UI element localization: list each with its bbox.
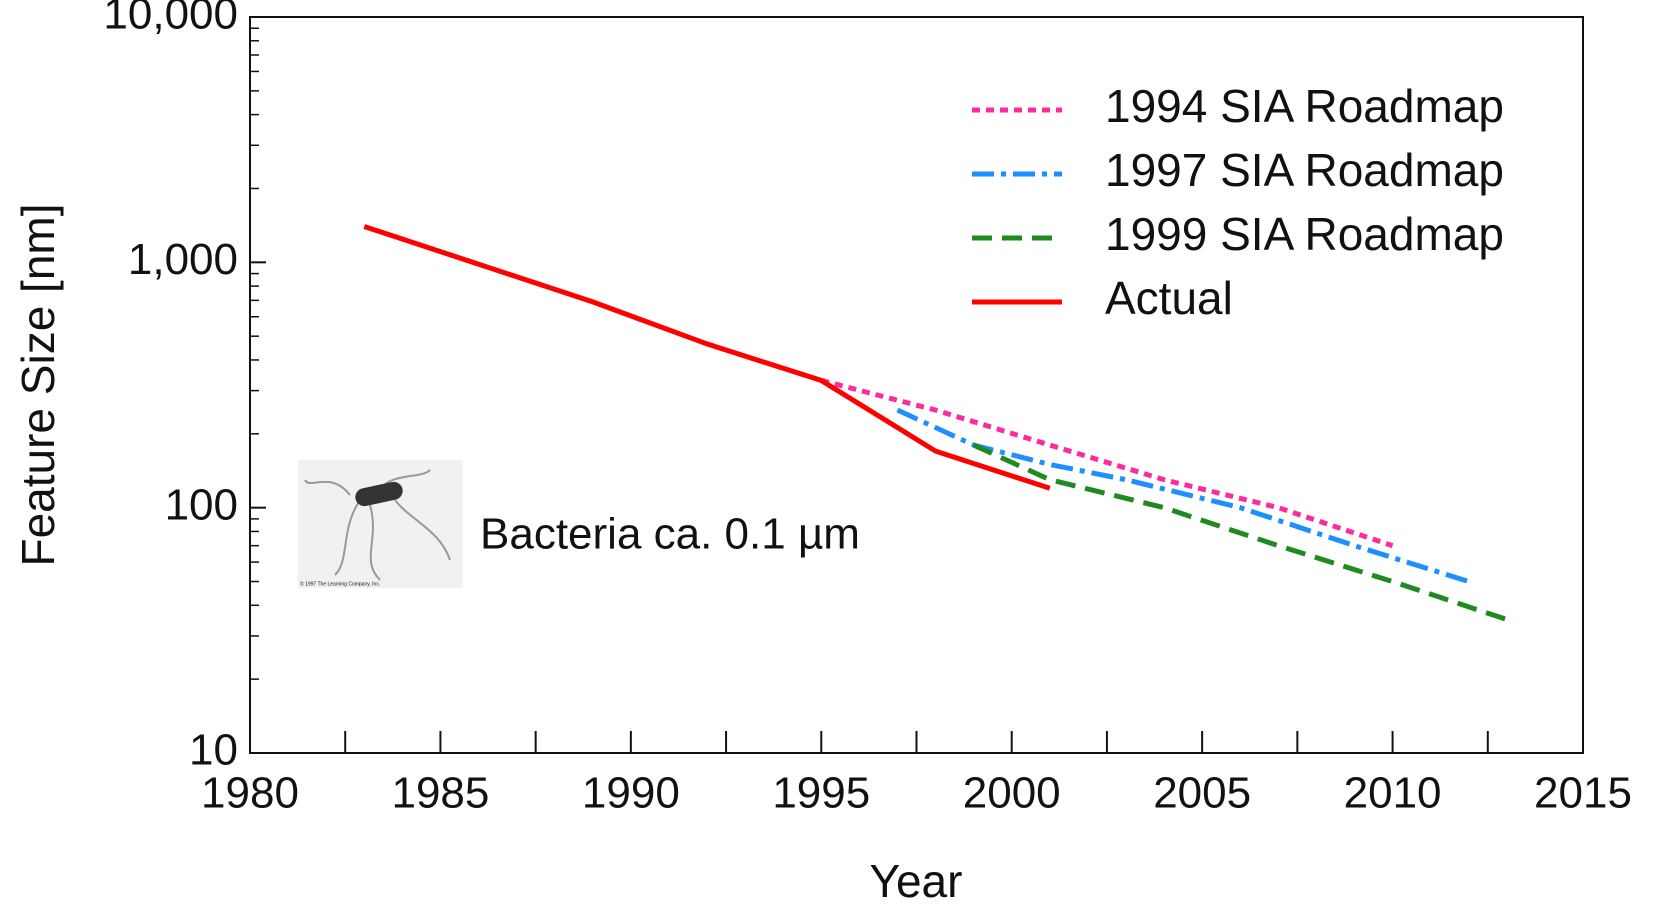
series-line bbox=[363, 224, 1051, 491]
legend-label: 1994 SIA Roadmap bbox=[1105, 80, 1504, 132]
legend-label: 1997 SIA Roadmap bbox=[1105, 144, 1504, 196]
legend-label: Actual bbox=[1105, 272, 1233, 324]
x-tick-label: 1980 bbox=[201, 769, 299, 818]
annotation: Bacteria ca. 0.1 µm bbox=[480, 510, 860, 559]
y-tick-label: 1,000 bbox=[128, 235, 238, 284]
y-tick-label: 10 bbox=[189, 726, 238, 775]
series-line bbox=[896, 407, 1470, 584]
x-tick-label: 2015 bbox=[1534, 769, 1632, 818]
y-tick-label: 100 bbox=[165, 480, 238, 529]
y-tick-label: 10,000 bbox=[103, 0, 238, 39]
bacterium bbox=[355, 481, 403, 507]
x-axis-label: Year bbox=[870, 855, 963, 903]
x-tick-label: 1990 bbox=[582, 769, 680, 818]
legend-label: 1999 SIA Roadmap bbox=[1105, 208, 1504, 260]
y-axis-label: Feature Size [nm] bbox=[12, 203, 64, 566]
bacteria-image: © 1997 The Learning Company, Inc. bbox=[298, 460, 463, 588]
x-tick-label: 1985 bbox=[391, 769, 489, 818]
series-line bbox=[972, 442, 1508, 622]
x-tick-label: 2010 bbox=[1344, 769, 1442, 818]
flagella bbox=[304, 469, 451, 581]
x-tick-label: 2005 bbox=[1153, 769, 1251, 818]
x-tick-label: 2000 bbox=[963, 769, 1061, 818]
image-bg bbox=[298, 460, 463, 588]
image-credit: © 1997 The Learning Company, Inc. bbox=[300, 580, 380, 587]
series-line bbox=[820, 378, 1394, 549]
x-tick-label: 1995 bbox=[772, 769, 870, 818]
